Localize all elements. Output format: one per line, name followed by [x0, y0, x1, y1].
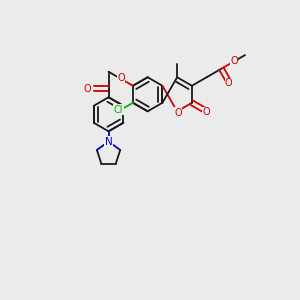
- Text: O: O: [84, 84, 92, 94]
- Text: O: O: [117, 74, 125, 83]
- Text: O: O: [230, 56, 238, 67]
- Text: N: N: [105, 136, 112, 146]
- Text: O: O: [225, 78, 232, 88]
- Text: O: O: [174, 108, 182, 118]
- Text: O: O: [203, 107, 211, 117]
- Text: Cl: Cl: [114, 104, 123, 115]
